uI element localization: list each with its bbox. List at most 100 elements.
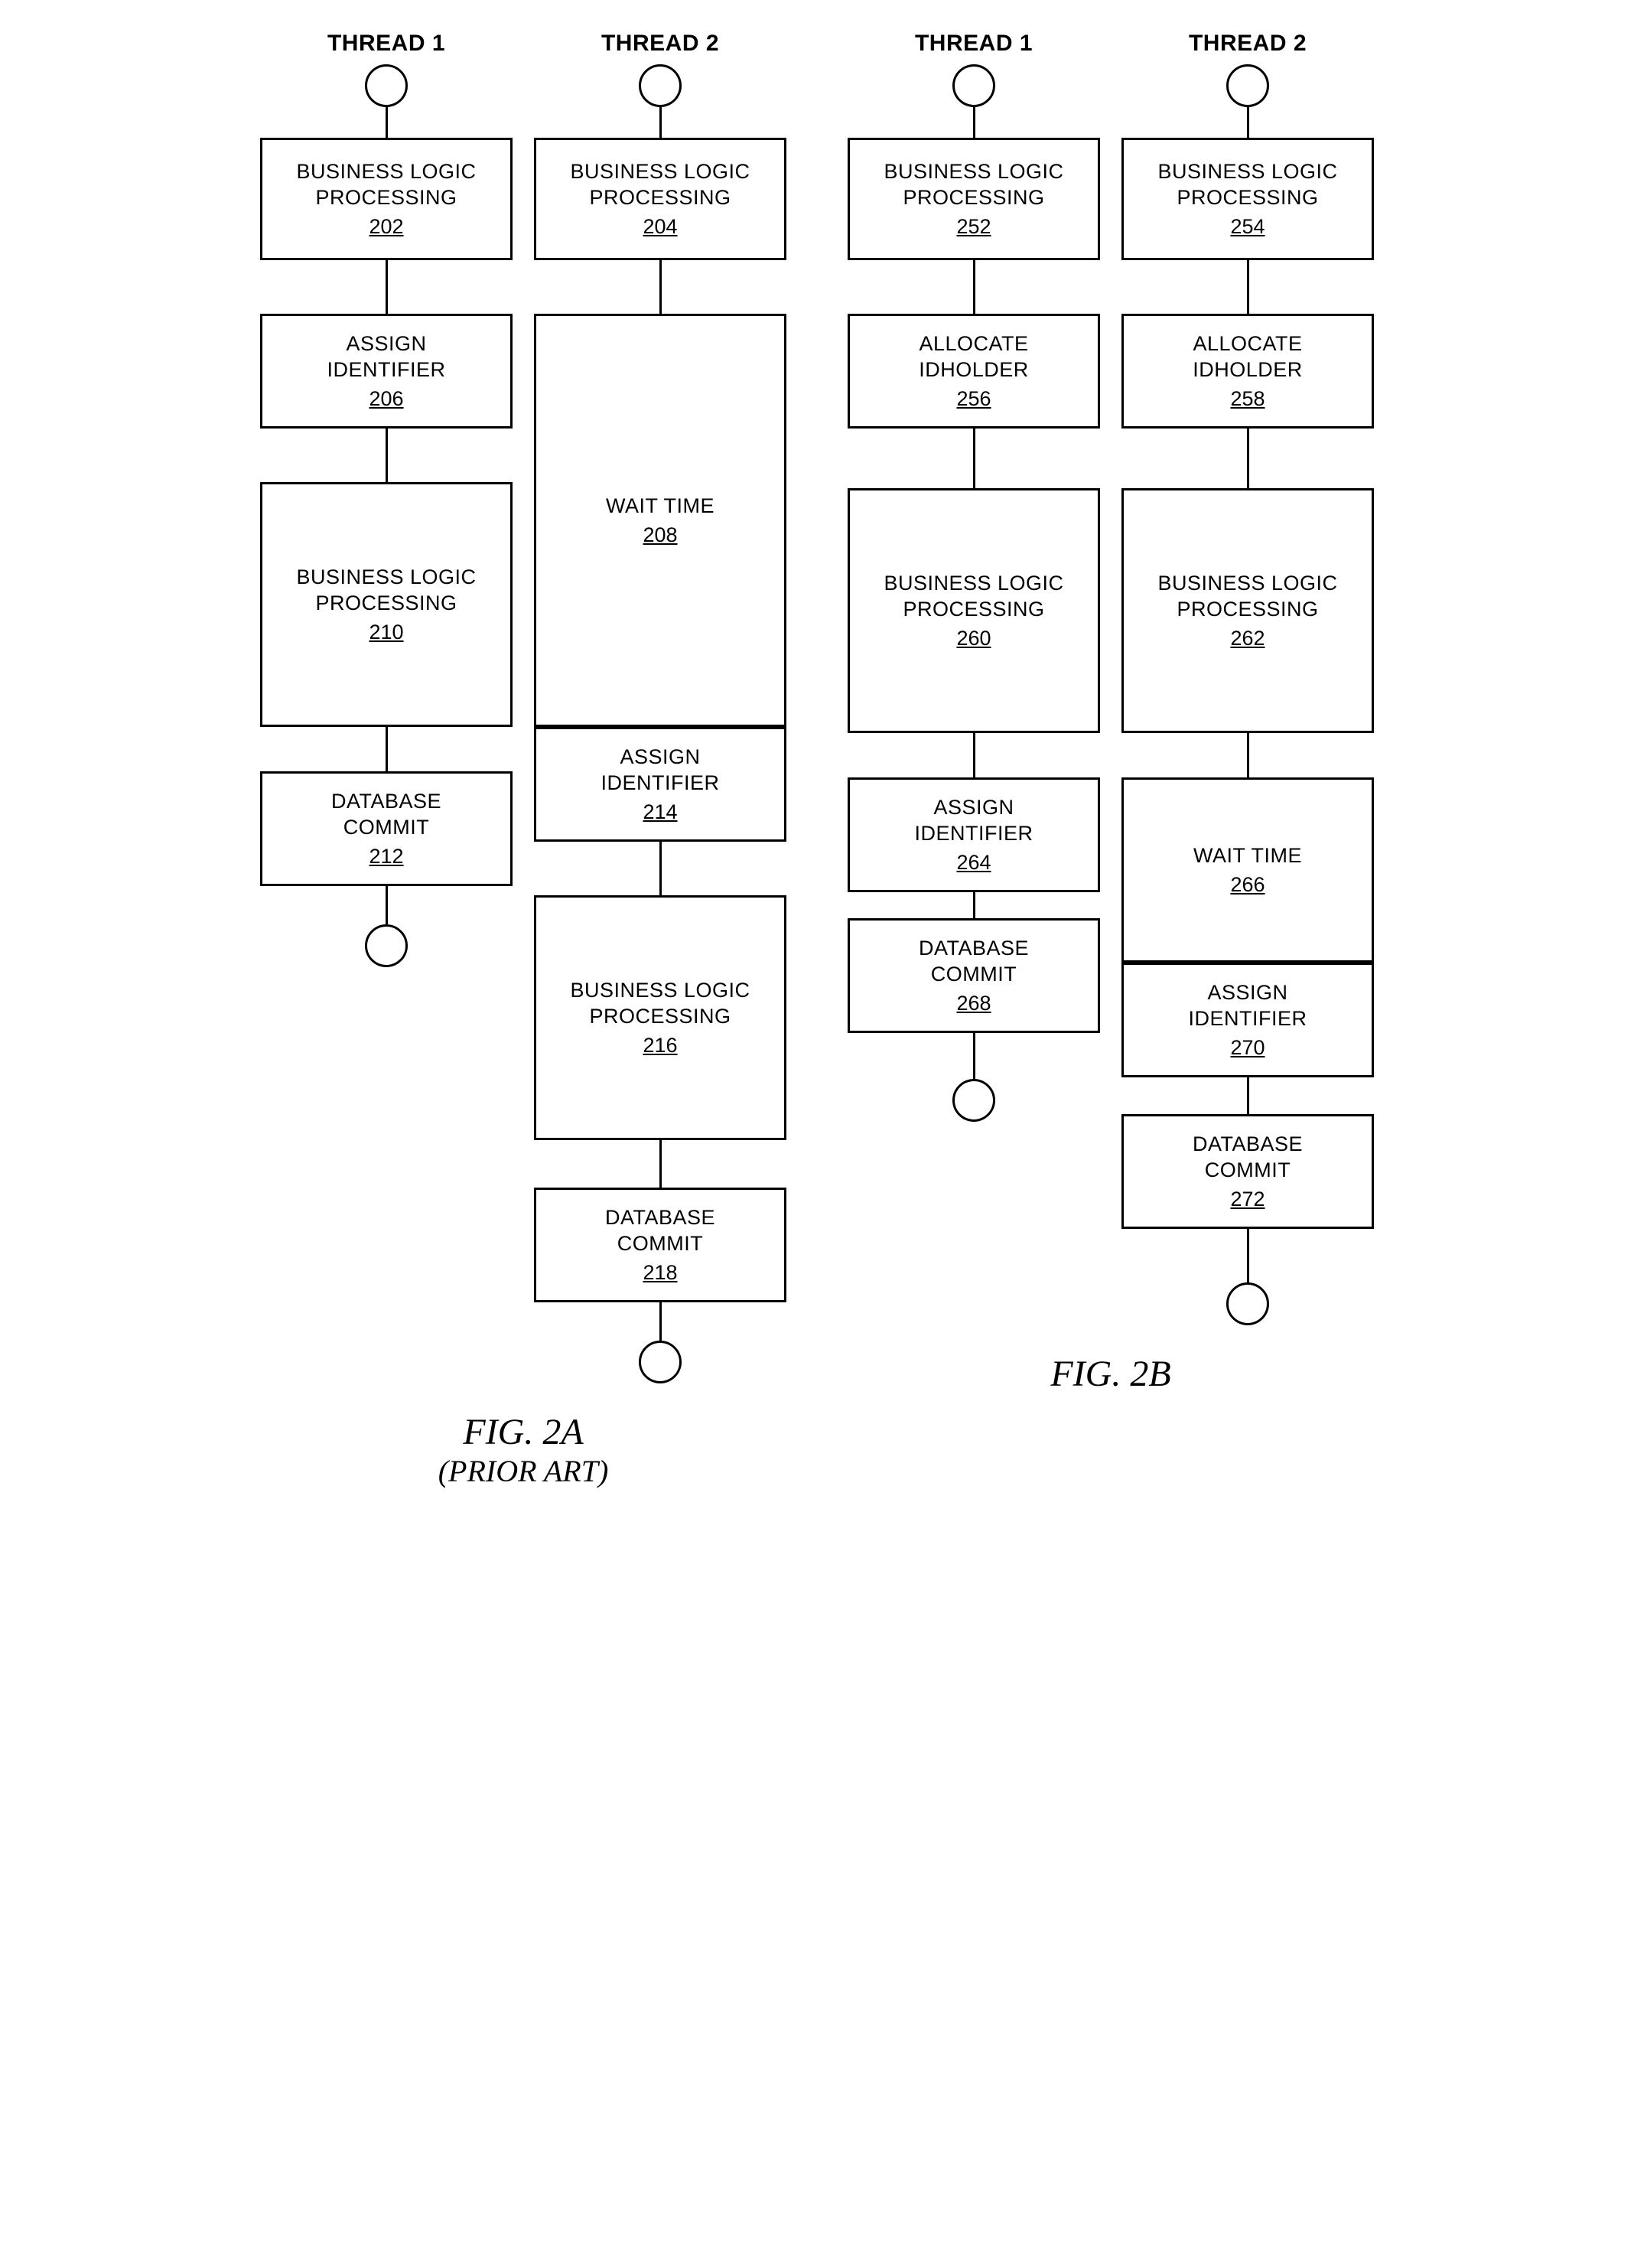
box-ref: 270	[1230, 1036, 1265, 1060]
process-box: ALLOCATE IDHOLDER 258	[1121, 314, 1374, 429]
thread-header: THREAD 2	[601, 31, 719, 57]
box-label: ASSIGN IDENTIFIER	[601, 745, 719, 797]
end-terminator	[952, 1079, 995, 1122]
box-ref: 214	[643, 800, 677, 824]
box-ref: 208	[643, 523, 677, 547]
connector	[386, 429, 388, 482]
process-box: DATABASE COMMIT268	[848, 918, 1100, 1033]
box-ref: 216	[643, 1034, 677, 1057]
connector	[659, 260, 662, 314]
start-terminator	[365, 64, 408, 107]
process-box: BUSINESS LOGIC PROCESSING 252	[848, 138, 1100, 260]
figure: THREAD 1 BUSINESS LOGIC PROCESSING 202 ASSI…	[260, 31, 786, 1489]
box-label: ALLOCATE IDHOLDER	[919, 331, 1029, 383]
connector	[386, 107, 388, 138]
box-ref: 202	[369, 215, 403, 239]
connector	[1247, 107, 1249, 138]
process-box: BUSINESS LOGIC PROCESSING 202	[260, 138, 513, 260]
box-ref: 204	[643, 215, 677, 239]
connector	[386, 260, 388, 314]
thread-column: THREAD 1 BUSINESS LOGIC PROCESSING 202 ASSI…	[260, 31, 513, 967]
box-ref: 252	[956, 215, 991, 239]
box-ref: 212	[369, 845, 403, 868]
box-label: BUSINESS LOGIC PROCESSING	[884, 571, 1063, 623]
box-ref: 266	[1230, 873, 1265, 897]
process-box: BUSINESS LOGIC PROCESSING 262	[1121, 488, 1374, 733]
process-box: BUSINESS LOGIC PROCESSING 216	[534, 895, 786, 1140]
box-label: BUSINESS LOGIC PROCESSING	[1157, 159, 1337, 211]
connector	[659, 107, 662, 138]
connector	[659, 1302, 662, 1341]
box-ref: 256	[956, 387, 991, 411]
connector	[973, 1033, 975, 1079]
threads-row: THREAD 1 BUSINESS LOGIC PROCESSING 202 ASSI…	[260, 31, 786, 1383]
box-label: WAIT TIME	[606, 494, 714, 520]
connector	[386, 727, 388, 771]
box-label: ALLOCATE IDHOLDER	[1193, 331, 1303, 383]
box-ref: 272	[1230, 1188, 1265, 1211]
connector	[973, 260, 975, 314]
start-terminator	[639, 64, 682, 107]
process-box: BUSINESS LOGIC PROCESSING 204	[534, 138, 786, 260]
box-label: DATABASE COMMIT	[1193, 1132, 1303, 1184]
connector	[386, 886, 388, 924]
figure-subcaption: (PRIOR ART)	[438, 1453, 609, 1489]
thread-column: THREAD 2 BUSINESS LOGIC PROCESSING 204 WAIT…	[534, 31, 786, 1383]
figure-caption: FIG. 2A	[463, 1411, 583, 1453]
connector	[973, 892, 975, 918]
box-label: BUSINESS LOGIC PROCESSING	[570, 159, 750, 211]
end-terminator	[1226, 1282, 1269, 1325]
process-box: WAIT TIME 266	[1121, 777, 1374, 963]
connector	[1247, 1229, 1249, 1282]
box-ref: 262	[1230, 627, 1265, 650]
process-box: WAIT TIME 208	[534, 314, 786, 727]
box-label: BUSINESS LOGIC PROCESSING	[570, 978, 750, 1030]
connector	[973, 107, 975, 138]
connector	[1247, 1077, 1249, 1114]
figure-caption: FIG. 2B	[1050, 1353, 1170, 1395]
process-box: DATABASE COMMIT 218	[534, 1188, 786, 1302]
box-label: DATABASE COMMIT	[605, 1205, 715, 1257]
process-box: DATABASE COMMIT 272	[1121, 1114, 1374, 1229]
figure: THREAD 1 BUSINESS LOGIC PROCESSING 252 ALLO…	[848, 31, 1374, 1395]
end-terminator	[639, 1341, 682, 1383]
thread-header: THREAD 1	[915, 31, 1033, 57]
box-ref: 206	[369, 387, 403, 411]
box-ref: 210	[369, 621, 403, 644]
thread-header: THREAD 1	[327, 31, 445, 57]
start-terminator	[1226, 64, 1269, 107]
page: THREAD 1 BUSINESS LOGIC PROCESSING 202 ASSI…	[23, 31, 1611, 1489]
process-box: BUSINESS LOGIC PROCESSING 260	[848, 488, 1100, 733]
box-label: ASSIGN IDENTIFIER	[914, 795, 1033, 847]
connector	[1247, 260, 1249, 314]
box-ref: 258	[1230, 387, 1265, 411]
box-label: WAIT TIME	[1193, 843, 1302, 869]
connector	[659, 842, 662, 895]
box-ref: 260	[956, 627, 991, 650]
thread-column: THREAD 2 BUSINESS LOGIC PROCESSING254 ALLO…	[1121, 31, 1374, 1325]
process-box: ASSIGN IDENTIFIER 206	[260, 314, 513, 429]
connector	[973, 733, 975, 777]
box-label: DATABASE COMMIT	[331, 789, 441, 841]
process-box: ASSIGN IDENTIFIER 270	[1121, 963, 1374, 1077]
box-label: ASSIGN IDENTIFIER	[327, 331, 445, 383]
process-box: ASSIGN IDENTIFIER 264	[848, 777, 1100, 892]
process-box: BUSINESS LOGIC PROCESSING254	[1121, 138, 1374, 260]
box-label: BUSINESS LOGIC PROCESSING	[884, 159, 1063, 211]
process-box: DATABASE COMMIT 212	[260, 771, 513, 886]
process-box: BUSINESS LOGIC PROCESSING 210	[260, 482, 513, 727]
connector	[1247, 733, 1249, 777]
box-ref: 264	[956, 851, 991, 875]
box-ref: 218	[643, 1261, 677, 1285]
box-ref: 268	[956, 992, 991, 1015]
process-box: ALLOCATE IDHOLDER 256	[848, 314, 1100, 429]
thread-column: THREAD 1 BUSINESS LOGIC PROCESSING 252 ALLO…	[848, 31, 1100, 1122]
start-terminator	[952, 64, 995, 107]
box-label: BUSINESS LOGIC PROCESSING	[296, 565, 476, 617]
connector	[659, 1140, 662, 1188]
box-label: BUSINESS LOGIC PROCESSING	[296, 159, 476, 211]
end-terminator	[365, 924, 408, 967]
thread-header: THREAD 2	[1189, 31, 1307, 57]
box-label: ASSIGN IDENTIFIER	[1188, 980, 1307, 1032]
box-label: BUSINESS LOGIC PROCESSING	[1157, 571, 1337, 623]
